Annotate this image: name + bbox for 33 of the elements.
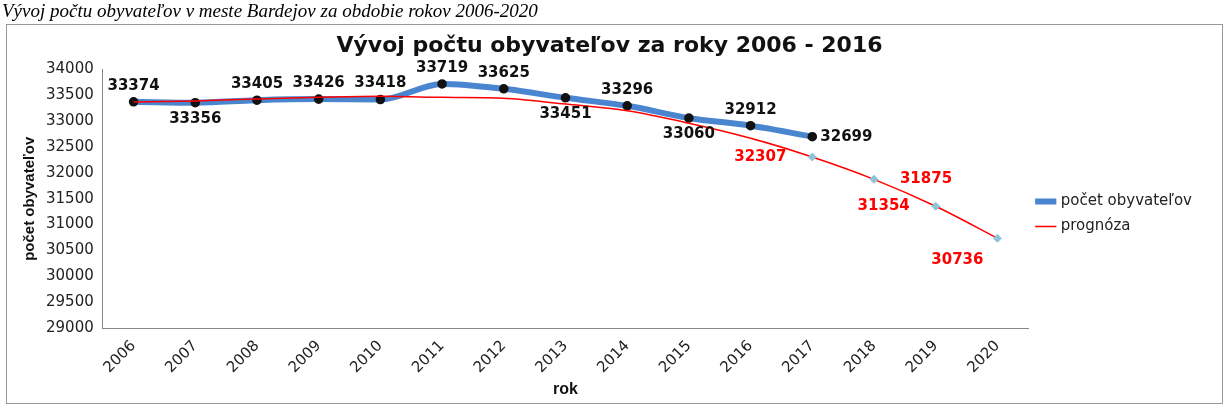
data-label: 32699 xyxy=(820,126,873,145)
data-label: 33060 xyxy=(662,123,715,142)
y-tick-label: 32000 xyxy=(46,162,94,181)
data-label: 33426 xyxy=(292,72,345,91)
data-label: 31354 xyxy=(857,196,910,215)
x-axis-title: rok xyxy=(553,379,579,397)
y-axis-title: počet obyvateľov xyxy=(20,136,38,261)
data-label: 33418 xyxy=(354,73,407,92)
y-tick-label: 29000 xyxy=(46,317,94,336)
data-label: 30736 xyxy=(931,250,984,269)
legend-label: počet obyvateľov xyxy=(1060,191,1193,210)
data-label: 33296 xyxy=(601,79,654,98)
data-label: 33625 xyxy=(477,62,530,81)
chart-title: Vývoj počtu obyvateľov za roky 2006 - 2016 xyxy=(336,31,883,57)
y-tick-label: 32500 xyxy=(46,136,94,155)
data-label: 32912 xyxy=(724,99,777,118)
y-tick-label: 34000 xyxy=(46,59,94,78)
y-tick-label: 31500 xyxy=(46,188,94,207)
data-label: 33405 xyxy=(230,74,284,93)
data-label: 33356 xyxy=(169,108,222,127)
data-label: 33719 xyxy=(415,57,469,76)
y-tick-label: 33500 xyxy=(46,85,94,104)
data-label: 33374 xyxy=(107,75,160,94)
y-tick-label: 29500 xyxy=(46,292,94,311)
y-tick-label: 30000 xyxy=(46,266,94,285)
y-tick-label: 31000 xyxy=(46,214,94,233)
legend-label: prognóza xyxy=(1060,216,1131,235)
data-label: 32307 xyxy=(734,146,787,165)
data-label: 33451 xyxy=(539,103,592,122)
y-tick-label: 30500 xyxy=(46,240,94,259)
data-label: 31875 xyxy=(899,169,953,188)
y-tick-label: 33000 xyxy=(46,111,94,130)
text: Vývoj počtu obyvateľov v meste Bardejov za obdobie rokov 2006-2020 xyxy=(1,0,539,23)
